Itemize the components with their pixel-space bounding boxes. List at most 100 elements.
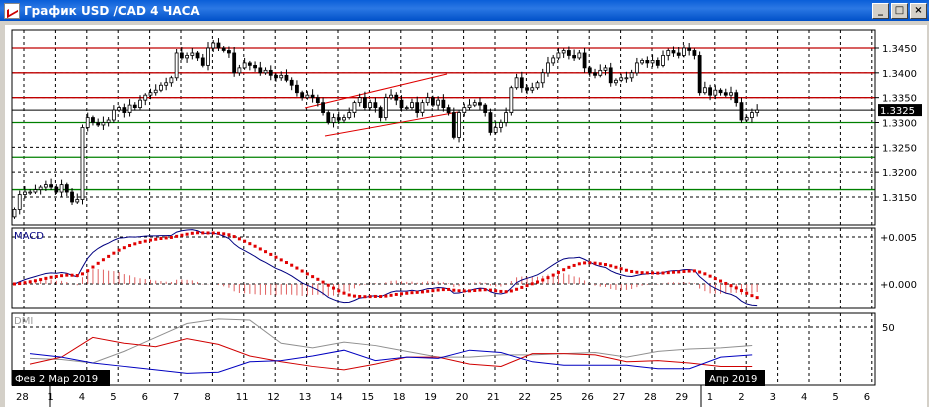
candle-bull — [629, 72, 634, 79]
candle-bull — [561, 50, 566, 54]
candle-bull — [619, 77, 624, 81]
candle-bull — [540, 72, 545, 84]
candle-bull — [263, 69, 268, 74]
candle-bear — [415, 102, 420, 113]
candle-bear — [645, 60, 650, 64]
candle-bear — [430, 97, 435, 106]
date-tick-label: 5 — [832, 392, 838, 403]
candle-bull — [425, 97, 430, 104]
macd-signal-dot — [384, 294, 388, 298]
close-button[interactable]: × — [910, 3, 927, 19]
macd-signal-dot — [279, 258, 283, 262]
channel-lower-line — [324, 111, 459, 137]
candle-bull — [185, 55, 189, 59]
macd-signal-dot — [60, 274, 64, 278]
candle-bull — [211, 42, 216, 49]
macd-signal-dot — [541, 278, 545, 282]
candle-bear — [378, 107, 383, 118]
price-tick-label: 1.3200 — [882, 168, 917, 179]
macd-signal-dot — [619, 267, 623, 271]
candle-bull — [143, 94, 148, 101]
channel-upper-line — [304, 73, 448, 109]
macd-signal-dot — [739, 289, 743, 293]
macd-signal-dot — [337, 289, 341, 293]
candle-bull — [467, 104, 472, 109]
macd-signal-dot — [640, 271, 644, 275]
macd-signal-dot — [687, 269, 691, 273]
candle-bull — [750, 112, 754, 118]
candle-bull — [546, 62, 550, 74]
macd-signal-dot — [546, 276, 550, 280]
macd-tick-label: +0.005 — [880, 233, 917, 244]
macd-signal-dot — [661, 271, 665, 275]
macd-line — [14, 229, 758, 307]
candle-bear — [315, 97, 320, 104]
maximize-button[interactable]: □ — [891, 3, 908, 19]
macd-signal-dot — [426, 289, 430, 293]
macd-signal-dot — [91, 265, 95, 269]
candle-bull — [640, 60, 644, 64]
macd-signal-dot — [671, 270, 675, 274]
date-tick-label: 18 — [393, 392, 406, 403]
candle-bull — [682, 47, 686, 56]
price-chart[interactable]: 28 1 4 5 6 7 8 11 12 13 14 15 18 19 20 21 22 25 26 27 28 29 1 2… — [0, 21, 929, 407]
macd-signal-dot — [577, 262, 581, 266]
date-tick-label: 7 — [173, 392, 179, 403]
date-tick-label: 28 — [16, 392, 29, 403]
macd-signal-dot — [410, 291, 414, 295]
macd-signal-dot — [431, 289, 435, 293]
macd-signal-dot — [379, 295, 383, 299]
macd-signal-dot — [457, 289, 461, 293]
candle-bull — [127, 104, 132, 113]
candle-bear — [70, 191, 74, 203]
candle-bull — [462, 107, 467, 113]
candle-bear — [655, 60, 660, 66]
macd-signal-dot — [745, 291, 749, 295]
macd-signal-dot — [447, 287, 451, 291]
candle-bear — [671, 50, 676, 54]
macd-signal-dot — [138, 240, 142, 244]
macd-signal-dot — [300, 269, 304, 273]
macd-signal-dot — [494, 289, 498, 293]
minimize-button[interactable]: _ — [872, 3, 889, 19]
macd-signal-dot — [389, 293, 393, 297]
macd-signal-dot — [321, 280, 325, 284]
date-tick-label: 20 — [456, 392, 469, 403]
macd-signal-dot — [520, 285, 524, 289]
candle-bull — [551, 57, 556, 64]
candle-bull — [106, 119, 111, 123]
candle-bear — [373, 102, 378, 109]
dmi-tick-label: 50 — [882, 323, 895, 334]
price-tick-label: 1.3250 — [882, 143, 917, 154]
month-label-apr: Апр 2019 — [709, 374, 757, 385]
plus-di-line — [29, 336, 753, 371]
candle-bear — [274, 74, 278, 79]
macd-signal-dot — [405, 291, 409, 295]
macd-signal-dot — [107, 254, 111, 258]
candle-bull — [614, 79, 618, 84]
candle-bull — [352, 102, 357, 113]
candle-bear — [582, 52, 587, 69]
macd-signal-dot — [368, 295, 372, 299]
title-bar: График USD /CAD 4 ЧАСА _ □ × — [0, 0, 929, 21]
candle-bull — [389, 94, 393, 99]
macd-signal-dot — [556, 270, 560, 274]
candle-bull — [535, 82, 540, 89]
candle-bull — [347, 112, 352, 118]
candle-bear — [253, 64, 257, 69]
candle-bull — [713, 89, 718, 96]
macd-signal-dot — [420, 290, 424, 294]
macd-signal-dot — [180, 233, 184, 237]
macd-signal-dot — [593, 261, 597, 265]
candle-bear — [587, 67, 592, 74]
macd-signal-dot — [551, 273, 555, 277]
date-tick-label: 2 — [738, 392, 744, 403]
macd-signal-dot — [227, 233, 231, 237]
candle-bear — [216, 42, 221, 49]
chart-background — [5, 25, 927, 407]
macd-signal-dot — [133, 242, 137, 246]
dmi-pane — [11, 312, 876, 386]
candle-bear — [692, 50, 697, 56]
macd-signal-dot — [363, 295, 367, 299]
candle-bull — [174, 52, 179, 79]
